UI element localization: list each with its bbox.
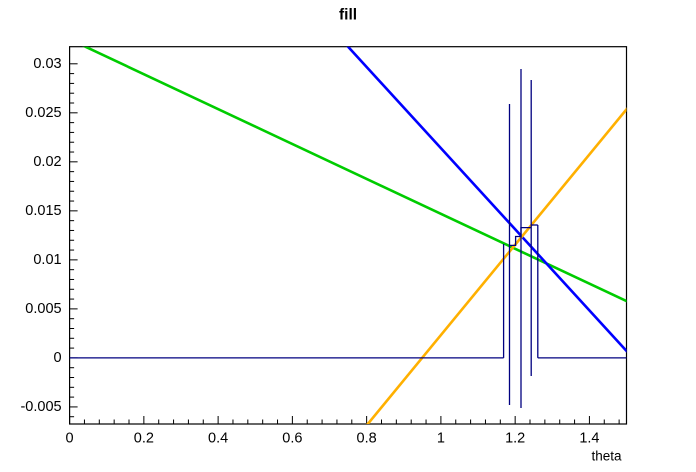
svg-text:0.02: 0.02 xyxy=(33,154,61,170)
svg-text:fill: fill xyxy=(339,7,357,24)
svg-text:0.015: 0.015 xyxy=(25,203,61,219)
svg-text:0.6: 0.6 xyxy=(282,431,302,447)
svg-text:0.01: 0.01 xyxy=(33,252,61,268)
svg-text:0.005: 0.005 xyxy=(25,301,61,317)
svg-text:theta: theta xyxy=(591,449,622,464)
svg-text:0.4: 0.4 xyxy=(208,431,228,447)
svg-text:-0.005: -0.005 xyxy=(20,399,61,415)
svg-text:0.03: 0.03 xyxy=(33,56,61,72)
svg-text:0.8: 0.8 xyxy=(357,431,377,447)
svg-text:0: 0 xyxy=(54,350,62,366)
svg-text:1: 1 xyxy=(437,431,445,447)
svg-text:0.025: 0.025 xyxy=(25,105,61,121)
svg-text:0: 0 xyxy=(66,431,74,447)
svg-text:1.4: 1.4 xyxy=(579,431,599,447)
svg-text:0.2: 0.2 xyxy=(134,431,154,447)
svg-text:1.2: 1.2 xyxy=(505,431,525,447)
